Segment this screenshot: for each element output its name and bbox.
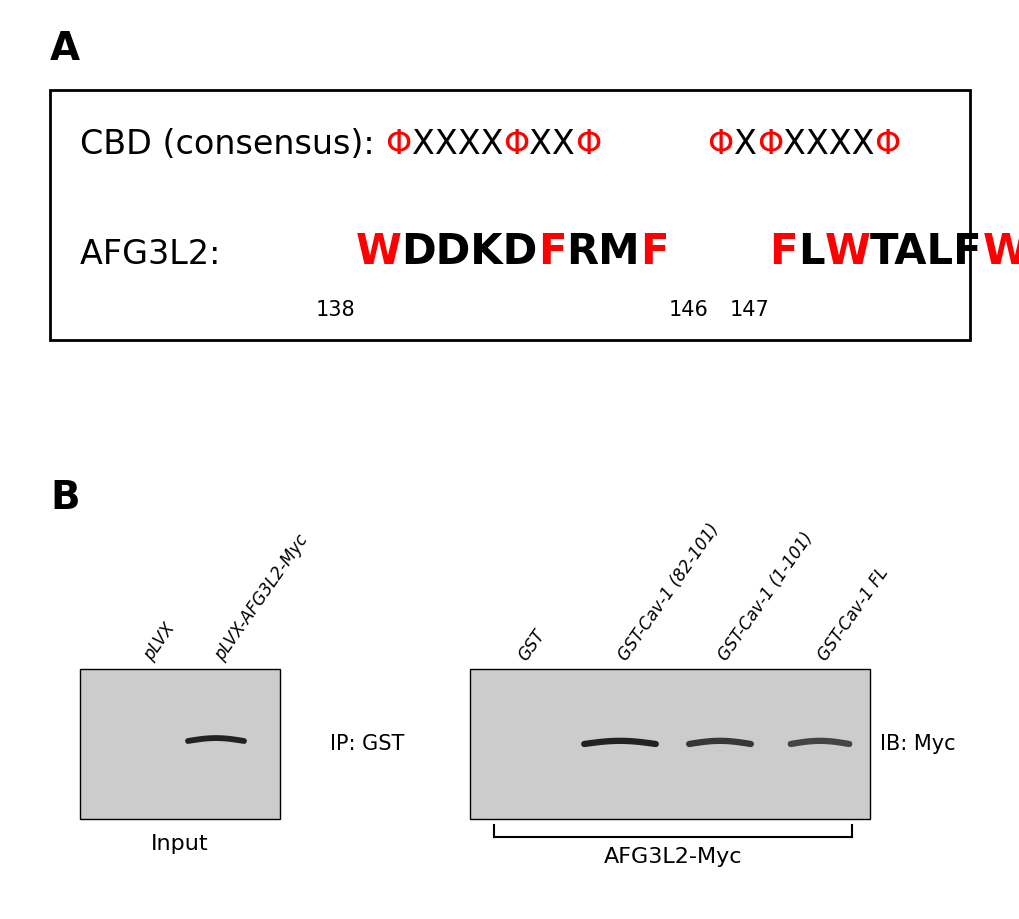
Text: IB: Myc: IB: Myc — [879, 734, 955, 754]
Text: GST: GST — [515, 626, 548, 664]
Text: 138: 138 — [316, 300, 356, 320]
Text: Φ: Φ — [385, 129, 411, 162]
Text: Φ: Φ — [707, 129, 733, 162]
Text: CBD (consensus):: CBD (consensus): — [79, 129, 385, 162]
Text: Φ: Φ — [873, 129, 900, 162]
Text: F: F — [537, 232, 566, 274]
Text: XXXX: XXXX — [411, 129, 502, 162]
Text: B: B — [50, 479, 79, 517]
Text: GST-Cav-1 (82-101): GST-Cav-1 (82-101) — [614, 520, 722, 664]
Text: IP: GST: IP: GST — [330, 734, 404, 754]
Bar — [50, 89, 969, 339]
Text: pLVX-AFG3L2-Myc: pLVX-AFG3L2-Myc — [211, 531, 311, 664]
Text: 146: 146 — [667, 300, 707, 320]
Bar — [470, 669, 869, 819]
Text: Input: Input — [151, 834, 209, 854]
Text: A: A — [50, 29, 81, 67]
Text: Φ: Φ — [756, 129, 783, 162]
Text: GST-Cav-1 FL: GST-Cav-1 FL — [814, 564, 892, 664]
Text: Φ: Φ — [575, 129, 600, 162]
Text: DDKD: DDKD — [401, 232, 537, 274]
Text: AFG3L2:: AFG3L2: — [79, 239, 316, 271]
Text: L: L — [797, 232, 823, 274]
Bar — [79, 669, 280, 819]
Text: Φ: Φ — [502, 129, 529, 162]
Text: XXXX: XXXX — [783, 129, 873, 162]
Text: W: W — [356, 232, 401, 274]
Text: W: W — [823, 232, 869, 274]
Text: RM: RM — [566, 232, 639, 274]
Text: F: F — [639, 232, 667, 274]
Text: AFG3L2-Myc: AFG3L2-Myc — [603, 847, 742, 867]
Text: 147: 147 — [729, 300, 768, 320]
Text: pLVX: pLVX — [140, 620, 178, 664]
Text: TALF: TALF — [869, 232, 982, 274]
Text: X: X — [733, 129, 756, 162]
Text: F: F — [768, 232, 797, 274]
Text: XX: XX — [529, 129, 575, 162]
Text: GST-Cav-1 (1-101): GST-Cav-1 (1-101) — [714, 529, 816, 664]
Text: W: W — [982, 232, 1019, 274]
